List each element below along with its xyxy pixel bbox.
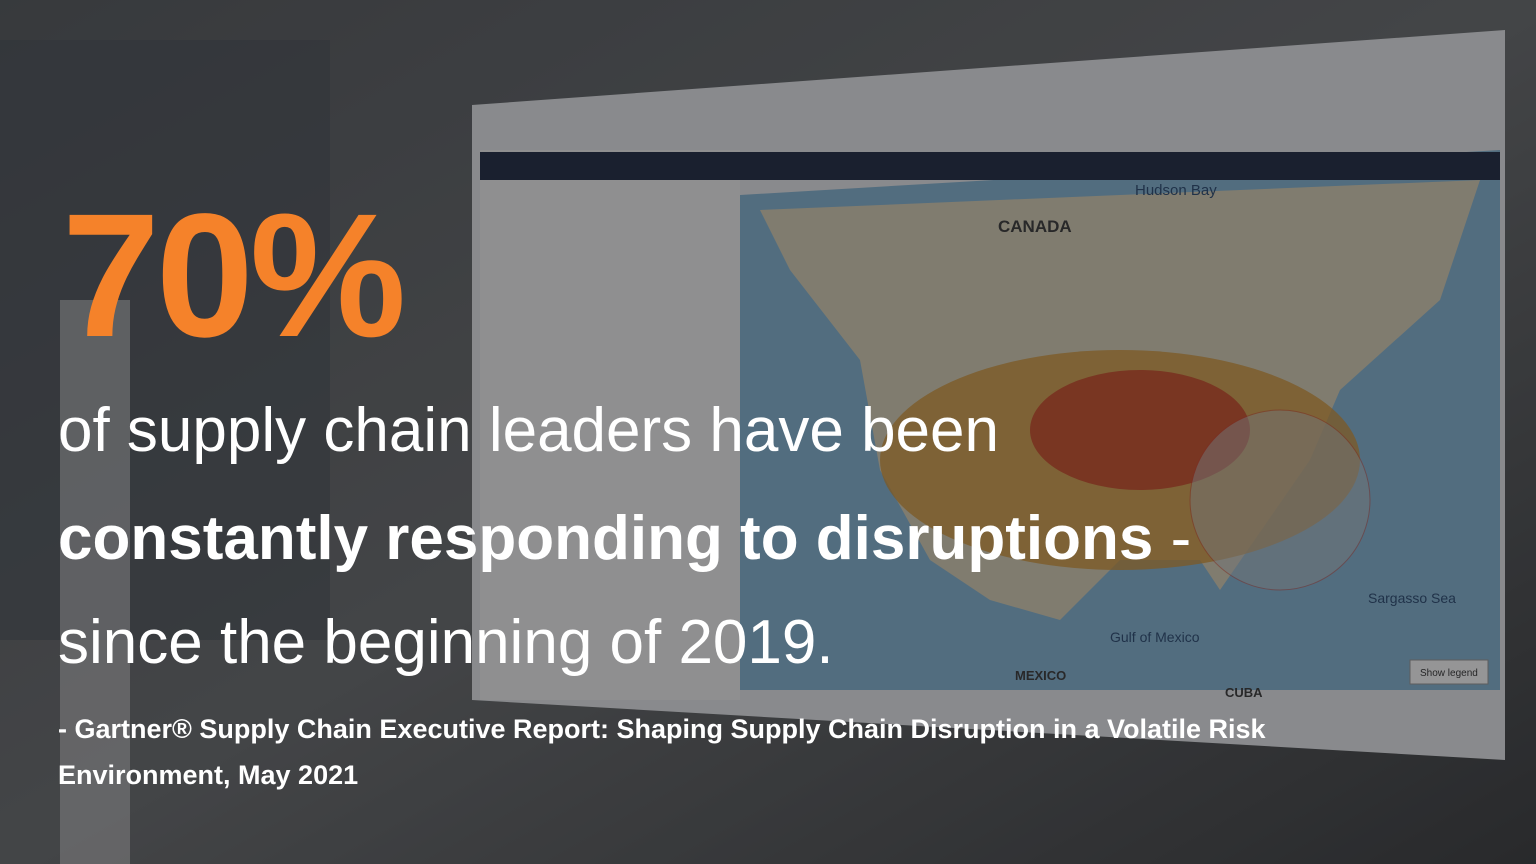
source-citation: - Gartner® Supply Chain Executive Report… — [58, 714, 1266, 744]
headline-stat: 70% — [62, 178, 406, 374]
risk-core — [1030, 370, 1250, 490]
app-bar — [480, 152, 1500, 180]
side-panel — [480, 150, 740, 700]
button-label: Show legend — [1420, 668, 1478, 679]
map-label: CUBA — [1225, 685, 1263, 700]
map-label: Hudson Bay — [1135, 182, 1217, 199]
map-label: CANADA — [998, 217, 1072, 236]
map-label: Sargasso Sea — [1368, 590, 1456, 606]
statement-dash: - — [1170, 504, 1192, 573]
person — [60, 300, 130, 864]
statement-line: since the beginning of 2019. — [58, 608, 834, 677]
map-label: Gulf of Mexico — [1110, 629, 1200, 645]
statement-line: constantly responding to disruptions - — [58, 508, 1191, 570]
statement-emphasis: constantly responding to disruptions — [58, 504, 1154, 573]
map-label: MEXICO — [1015, 668, 1066, 683]
legend-button — [1409, 659, 1489, 685]
statement-line: of supply chain leaders have been — [58, 396, 999, 465]
risk-circle — [1189, 409, 1371, 591]
window — [0, 40, 330, 640]
source-citation: Environment, May 2021 — [58, 760, 359, 790]
